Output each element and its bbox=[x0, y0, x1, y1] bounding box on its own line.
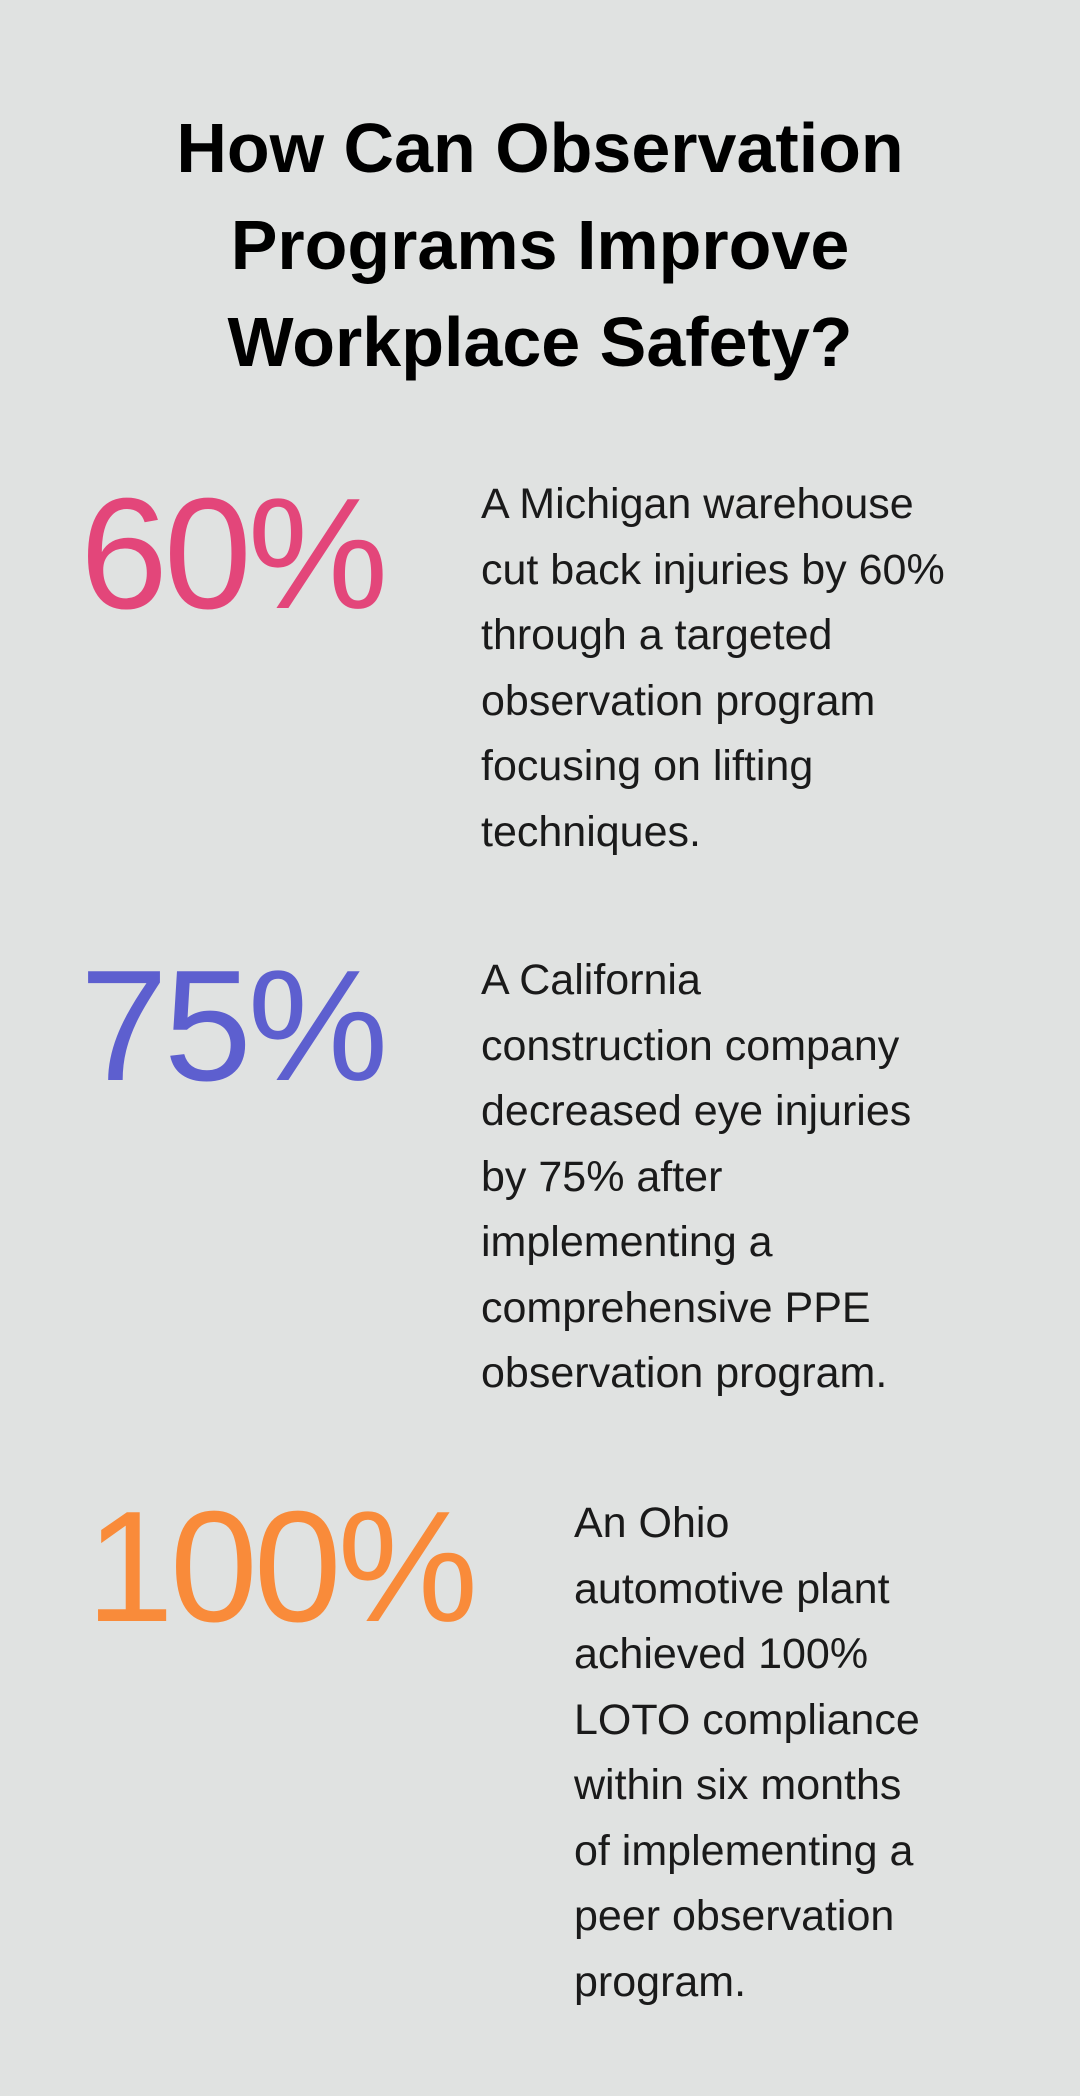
title-line: How Can Observation bbox=[176, 109, 904, 187]
title-line: Workplace Safety? bbox=[227, 303, 853, 381]
stat-description-60: A Michigan warehouse cut back injuries by… bbox=[481, 472, 945, 865]
description-line: techniques. bbox=[481, 807, 701, 856]
description-line: A Michigan warehouse bbox=[481, 480, 914, 528]
description-line: observation program. bbox=[481, 1349, 888, 1397]
description-line: decreased eye injuries bbox=[481, 1087, 912, 1135]
description-line: through a targeted bbox=[481, 611, 833, 659]
stat-description-100: An Ohio automotive plant achieved 100% LOTO… bbox=[574, 1491, 920, 2015]
description-line: observation program bbox=[481, 676, 876, 725]
description-line: by 75% after bbox=[481, 1152, 723, 1201]
stat-value-60: 60% bbox=[80, 466, 388, 642]
description-line: A California bbox=[481, 956, 701, 1004]
description-line: automotive plant bbox=[574, 1564, 890, 1613]
stat-value-100: 100% bbox=[86, 1479, 478, 1655]
title-line: Programs Improve bbox=[230, 206, 850, 284]
description-line: cut back injuries by 60% bbox=[481, 545, 945, 594]
description-line: implementing a bbox=[481, 1218, 773, 1266]
page-title: How Can Observation Programs Improve Wor… bbox=[0, 100, 1080, 391]
description-line: within six months bbox=[574, 1761, 902, 1809]
description-line: achieved 100% bbox=[574, 1630, 869, 1678]
description-line: of implementing a bbox=[574, 1826, 914, 1875]
description-line: program. bbox=[574, 1957, 747, 2006]
stat-value-75: 75% bbox=[80, 938, 388, 1114]
description-line: comprehensive PPE bbox=[481, 1283, 871, 1332]
stat-description-75: A California construction company decrease… bbox=[481, 948, 911, 1407]
description-line: focusing on lifting bbox=[481, 742, 814, 790]
description-line: peer observation bbox=[574, 1892, 895, 1940]
description-line: construction company bbox=[481, 1021, 900, 1070]
description-line: An Ohio bbox=[574, 1499, 730, 1547]
description-line: LOTO compliance bbox=[574, 1695, 920, 1744]
